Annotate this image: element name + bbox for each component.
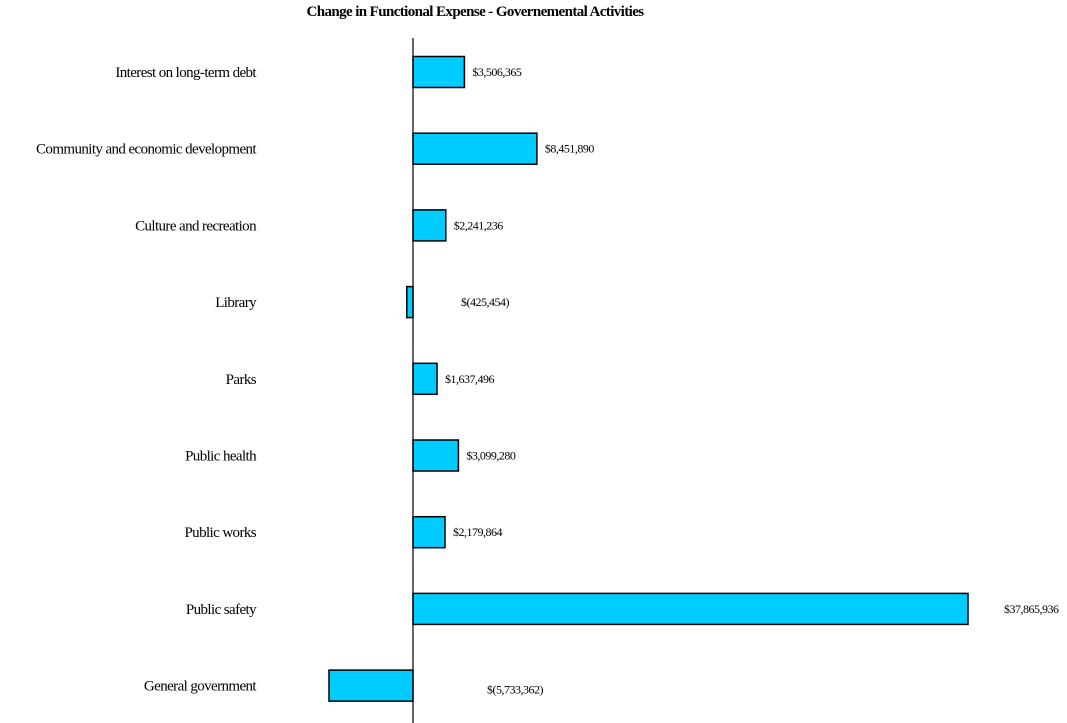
- data-label: $1,637,496: [445, 372, 495, 386]
- category-label: Community and economic development: [36, 142, 257, 158]
- bar: [412, 55, 466, 89]
- category-label: Library: [215, 295, 257, 311]
- data-label: $37,865,936: [1004, 602, 1059, 616]
- bar: [412, 209, 447, 242]
- chart-title: Change in Functional Expense - Governeme…: [306, 4, 645, 20]
- data-label: $(5,733,362): [487, 683, 543, 697]
- bar: [412, 132, 538, 165]
- bar: [328, 669, 414, 702]
- data-label: $3,099,280: [466, 449, 516, 463]
- category-label: Parks: [226, 372, 257, 388]
- category-label: Public safety: [186, 602, 257, 618]
- category-label: Interest on long-term debt: [115, 65, 257, 81]
- data-label: $2,179,864: [453, 525, 503, 539]
- data-label: $(425,454): [461, 295, 509, 309]
- bar: [412, 439, 460, 472]
- category-label: Public works: [184, 525, 256, 541]
- data-label: $3,506,365: [472, 65, 522, 79]
- data-label: $2,241,236: [454, 218, 504, 232]
- bar: [406, 285, 414, 319]
- bar: [412, 592, 969, 626]
- data-label: $8,451,890: [545, 142, 595, 156]
- category-label: Culture and recreation: [135, 218, 257, 234]
- bar: [412, 515, 446, 549]
- category-label: General government: [144, 679, 257, 695]
- bar: [412, 362, 438, 396]
- category-label: Public health: [185, 449, 257, 465]
